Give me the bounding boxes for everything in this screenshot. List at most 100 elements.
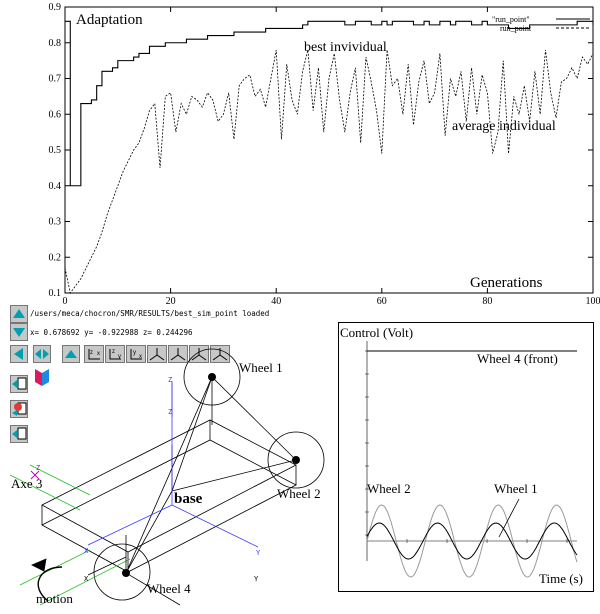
axes-yx-icon: yx — [130, 349, 142, 360]
x-tick-label: 0 — [63, 296, 68, 305]
file-load-icon — [12, 377, 27, 390]
y-tick-label: 0.3 — [49, 217, 62, 228]
book-icon[interactable] — [34, 367, 50, 387]
status-path: /users/meca/chocron/SMR/RESULTS/best_sim… — [30, 309, 270, 318]
tick-marks — [365, 350, 568, 543]
control-series — [366, 350, 578, 578]
tick-group: 0.1 0.2 0.3 0.4 0.5 0.6 0.7 0.8 0.9 0 20 40 60 80 100 — [49, 2, 600, 305]
wheel-2-circle — [267, 431, 325, 489]
svg-text:y: y — [118, 354, 121, 360]
load-file-button[interactable] — [10, 375, 28, 393]
y-tick-label: 0.7 — [49, 74, 62, 85]
svg-text:Z: Z — [168, 376, 172, 384]
file-save-icon — [12, 427, 27, 440]
svg-text:Y: Y — [256, 549, 261, 557]
view-iso2-button[interactable] — [168, 345, 188, 363]
best-individual-line — [65, 20, 594, 187]
y-tick-label: 0.5 — [49, 145, 62, 156]
arrow-left-button[interactable] — [10, 345, 28, 363]
arrow-up-icon — [13, 309, 25, 318]
cursor-coords: x= 0.678692 y= -0.922988 z= 0.244296 — [30, 328, 193, 337]
axes-iso-icon — [149, 348, 165, 361]
arrow-down-icon — [13, 328, 25, 337]
robot-scene: Z Z X Y X Y Z — [9, 348, 325, 606]
svg-text:Z: Z — [36, 464, 40, 472]
y-tick-label: 0.4 — [49, 181, 62, 192]
x-tick-label: 100 — [586, 296, 600, 305]
axes-iso-icon — [170, 348, 186, 361]
wheel-1-pointer — [498, 498, 520, 538]
base-box — [41, 419, 297, 573]
wheel-hubs — [122, 373, 300, 577]
wheel-1-line — [366, 522, 578, 560]
evolution-plot: 0.10.20.30.40.50.60.70.80.90 20 40 60 80 100 … — [49, 2, 600, 305]
svg-text:x: x — [139, 354, 142, 360]
axes-xz-icon: xz — [88, 349, 100, 360]
wheel-1-annotation: Wheel 1 — [494, 481, 538, 496]
y-tick-label: 0.6 — [49, 109, 62, 120]
svg-text:Z: Z — [168, 408, 172, 416]
arrow-up-flat-button[interactable] — [62, 345, 80, 363]
base-label: base — [174, 491, 203, 507]
linkage-lines — [125, 376, 297, 574]
wheel-2-label: Wheel 2 — [277, 486, 321, 501]
y-axis-label: Control (Volt) — [340, 325, 413, 340]
average-individual-line — [64, 49, 594, 294]
control-voltage-chart: Control (Volt) Time (s) Wheel 4 (front) … — [340, 325, 583, 586]
legend-entry-1: "run_point" — [492, 15, 530, 24]
y-tick-label: 0.2 — [49, 252, 62, 263]
x-tick-label: 20 — [166, 296, 176, 305]
y-tick-label: 0.1 — [49, 288, 62, 299]
svg-text:X: X — [84, 575, 89, 583]
axe-3-marker — [30, 470, 40, 480]
reload-file-button[interactable] — [10, 400, 28, 418]
svg-text:z: z — [112, 349, 115, 355]
wheel-2-annotation: Wheel 2 — [367, 481, 411, 496]
control-voltage-panel: Control (Volt) Time (s) Wheel 4 (front) … — [338, 322, 594, 592]
svg-text:X: X — [84, 547, 89, 555]
x-axis-label: Time (s) — [539, 571, 583, 586]
save-file-button[interactable] — [10, 425, 28, 443]
x-tick-label: 40 — [271, 296, 281, 305]
axes-zy-icon: zy — [109, 349, 121, 360]
axe-3-label: Axe 3 — [11, 476, 43, 491]
view-iso3-button[interactable] — [189, 345, 209, 363]
arrow-up-button[interactable] — [10, 305, 28, 323]
axis-letters: Z Z X Y X Y Z — [36, 376, 261, 583]
x-axis-label: Generations — [470, 275, 543, 291]
legend-entry-2: run_point — [500, 24, 532, 33]
motion-axes — [31, 535, 181, 606]
wheel-4-annotation: Wheel 4 (front) — [477, 351, 558, 366]
svg-text:Y: Y — [254, 575, 259, 583]
legend: "run_point" run_point — [492, 15, 590, 33]
view-iso1-button[interactable] — [147, 345, 167, 363]
arrow-down-button[interactable] — [10, 323, 28, 341]
motion-label: motion — [36, 591, 73, 606]
wheel-1-label: Wheel 1 — [239, 360, 283, 375]
wheel-2-line — [366, 504, 578, 578]
series-group — [64, 20, 594, 294]
arrow-up-flat-icon — [65, 350, 77, 358]
svg-text:x: x — [97, 351, 100, 357]
wheel-4-label: Wheel 4 — [147, 581, 191, 596]
y-axis-label: Adaptation — [76, 12, 143, 28]
x-tick-label: 60 — [377, 296, 387, 305]
file-reload-icon — [12, 402, 27, 416]
wheel-4-circle — [93, 543, 151, 601]
blue-axes — [87, 381, 259, 548]
x-tick-label: 80 — [482, 296, 492, 305]
arrow-left-icon — [14, 348, 23, 360]
axes-iso-icon — [191, 348, 207, 361]
y-tick-label: 0.8 — [49, 38, 62, 49]
arrow-left-right-button[interactable] — [33, 345, 51, 363]
svg-text:y: y — [133, 350, 136, 356]
arrow-left-right-icon — [35, 349, 49, 359]
y-tick-label: 0.9 — [49, 2, 62, 13]
svg-text:z: z — [90, 350, 93, 356]
best-annotation: best invividual — [304, 40, 387, 55]
average-annotation: average individual — [452, 119, 556, 134]
